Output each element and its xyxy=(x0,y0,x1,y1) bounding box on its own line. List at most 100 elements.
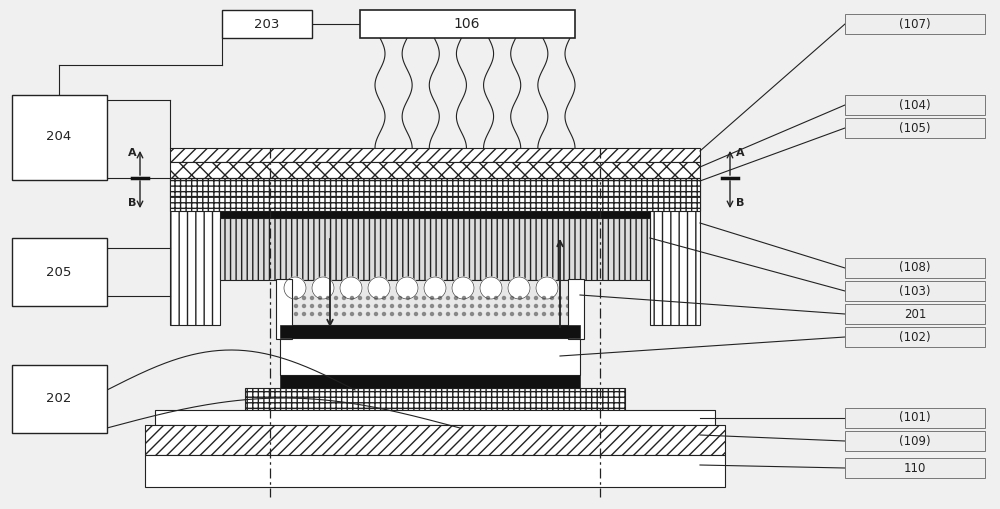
Text: 203: 203 xyxy=(254,17,280,31)
Bar xyxy=(568,279,584,339)
Text: 201: 201 xyxy=(904,307,926,321)
Circle shape xyxy=(542,304,546,307)
Circle shape xyxy=(471,297,474,299)
Circle shape xyxy=(318,297,322,299)
Circle shape xyxy=(534,304,538,307)
Bar xyxy=(280,375,580,388)
Bar xyxy=(280,338,580,375)
Text: B: B xyxy=(736,198,744,208)
Text: (108): (108) xyxy=(899,262,931,274)
Bar xyxy=(845,95,985,115)
Text: 202: 202 xyxy=(46,392,72,406)
Circle shape xyxy=(518,304,522,307)
Circle shape xyxy=(294,313,298,316)
Bar xyxy=(845,431,985,451)
Circle shape xyxy=(351,297,354,299)
Circle shape xyxy=(334,297,338,299)
Bar xyxy=(280,280,580,325)
Circle shape xyxy=(558,304,562,307)
Bar xyxy=(276,279,292,339)
Bar xyxy=(12,365,107,433)
Circle shape xyxy=(454,313,458,316)
Circle shape xyxy=(398,297,402,299)
Circle shape xyxy=(390,313,394,316)
Circle shape xyxy=(503,304,506,307)
Text: A: A xyxy=(736,148,744,158)
Circle shape xyxy=(422,304,426,307)
Bar xyxy=(145,455,725,487)
Circle shape xyxy=(340,277,362,299)
Circle shape xyxy=(302,304,306,307)
Text: 204: 204 xyxy=(46,130,72,144)
Circle shape xyxy=(479,297,482,299)
Circle shape xyxy=(550,297,554,299)
Circle shape xyxy=(287,304,290,307)
Bar xyxy=(845,281,985,301)
Bar xyxy=(170,148,700,162)
Circle shape xyxy=(390,304,394,307)
Circle shape xyxy=(550,313,554,316)
Bar xyxy=(145,425,725,455)
Text: (105): (105) xyxy=(899,122,931,134)
Text: 205: 205 xyxy=(46,266,72,278)
Circle shape xyxy=(526,297,530,299)
Bar xyxy=(360,10,575,38)
Circle shape xyxy=(486,297,490,299)
Circle shape xyxy=(351,313,354,316)
Circle shape xyxy=(486,313,490,316)
Circle shape xyxy=(438,297,442,299)
Circle shape xyxy=(406,313,410,316)
Circle shape xyxy=(430,297,434,299)
Circle shape xyxy=(342,297,346,299)
Bar xyxy=(245,388,625,410)
Circle shape xyxy=(366,313,370,316)
Circle shape xyxy=(415,297,418,299)
Bar xyxy=(845,118,985,138)
Circle shape xyxy=(406,304,410,307)
Circle shape xyxy=(334,304,338,307)
Circle shape xyxy=(406,297,410,299)
Circle shape xyxy=(358,304,362,307)
Circle shape xyxy=(438,304,442,307)
Circle shape xyxy=(534,297,538,299)
Bar xyxy=(280,325,580,338)
Circle shape xyxy=(494,297,498,299)
Circle shape xyxy=(382,313,386,316)
Circle shape xyxy=(351,304,354,307)
Bar xyxy=(845,408,985,428)
Circle shape xyxy=(550,304,554,307)
Circle shape xyxy=(471,313,474,316)
Circle shape xyxy=(536,277,558,299)
Circle shape xyxy=(310,313,314,316)
Bar xyxy=(222,10,312,38)
Circle shape xyxy=(503,297,506,299)
Circle shape xyxy=(542,313,546,316)
Bar xyxy=(845,304,985,324)
Circle shape xyxy=(342,313,346,316)
Circle shape xyxy=(471,304,474,307)
Circle shape xyxy=(526,304,530,307)
Bar xyxy=(12,95,107,180)
Circle shape xyxy=(454,304,458,307)
Circle shape xyxy=(326,297,330,299)
Circle shape xyxy=(462,297,466,299)
Circle shape xyxy=(526,313,530,316)
Circle shape xyxy=(558,313,562,316)
Circle shape xyxy=(479,313,482,316)
Circle shape xyxy=(342,304,346,307)
Bar xyxy=(845,327,985,347)
Circle shape xyxy=(287,297,290,299)
Circle shape xyxy=(503,313,506,316)
Circle shape xyxy=(480,277,502,299)
Circle shape xyxy=(318,313,322,316)
Text: 110: 110 xyxy=(904,462,926,474)
Circle shape xyxy=(326,304,330,307)
Circle shape xyxy=(446,304,450,307)
Circle shape xyxy=(462,313,466,316)
Bar xyxy=(650,178,700,325)
Circle shape xyxy=(430,313,434,316)
Circle shape xyxy=(511,304,514,307)
Circle shape xyxy=(358,297,362,299)
Bar xyxy=(170,178,220,325)
Circle shape xyxy=(284,277,306,299)
